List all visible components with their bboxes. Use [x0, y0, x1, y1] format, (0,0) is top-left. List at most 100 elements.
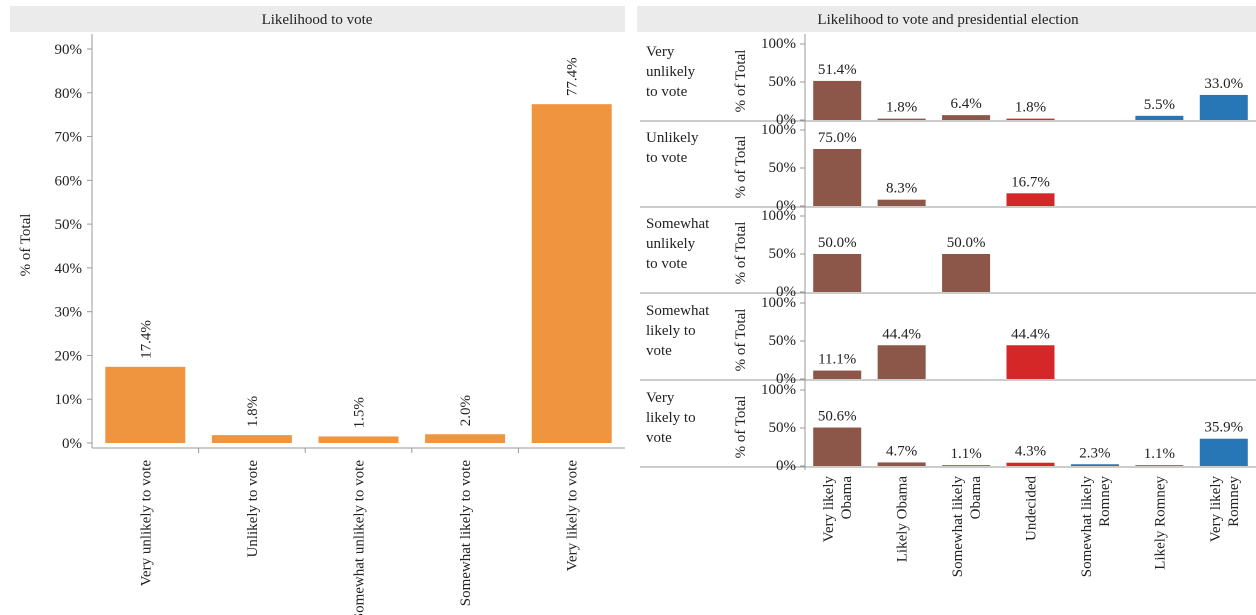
right-x-labels: Very likely Obama Likely Obama Somewhat lik… — [821, 476, 1242, 578]
right-bar-data-label: 8.3% — [886, 181, 917, 197]
right-row-header-line: to vote — [646, 256, 688, 272]
left-bar — [318, 436, 399, 443]
right-x-tick-label-line: Obama — [968, 476, 984, 520]
right-x-tick-label: Likely Romney — [1152, 476, 1168, 570]
right-y-tick-label: 100% — [761, 36, 796, 52]
right-row-header-line: likely to — [646, 323, 696, 339]
left-x-tick-label: Unlikely to vote — [245, 460, 261, 558]
left-bar-data-label: 77.4% — [565, 57, 581, 96]
left-title-bar — [10, 6, 625, 32]
right-y-tick-label: 100% — [761, 295, 796, 311]
right-bar — [1006, 345, 1055, 379]
left-x-tick-label: Somewhat unlikely to vote — [352, 460, 368, 615]
left-y-tick-label: 0% — [62, 436, 82, 452]
right-row-header-line: vote — [646, 343, 672, 359]
right-panel-row: Somewhat unlikely to vote % of Total 0% 50% 10… — [640, 208, 1256, 300]
right-bar-data-label: 1.8% — [886, 100, 917, 116]
right-bar — [1199, 438, 1248, 466]
right-y-axis-label: % of Total — [733, 309, 749, 372]
right-bar — [1006, 193, 1055, 206]
right-y-tick-label: 0% — [776, 112, 796, 128]
right-y-tick-label: 50% — [769, 420, 797, 436]
left-y-tick-label: 60% — [55, 173, 83, 189]
right-bar — [1070, 464, 1119, 466]
right-x-tick-label-line: Somewhat likely — [950, 476, 966, 578]
right-bar-data-label: 4.7% — [886, 443, 917, 459]
right-bar-data-label: 1.8% — [1015, 100, 1046, 116]
left-chart: Likelihood to vote % of Total 0% 10% 20% 30… — [10, 6, 625, 615]
right-y-tick-label: 50% — [769, 333, 797, 349]
right-bar-data-label: 51.4% — [818, 62, 857, 78]
right-bar — [942, 465, 991, 466]
right-title-bar — [637, 6, 1256, 32]
right-bar — [877, 118, 926, 120]
right-bar-data-label: 11.1% — [818, 352, 856, 368]
right-bar-data-label: 44.4% — [882, 326, 921, 342]
right-x-tick-label: Very likely Romney — [1208, 476, 1242, 543]
right-x-tick-label: Undecided — [1024, 476, 1040, 541]
right-row-header-line: to vote — [646, 84, 688, 100]
left-bars: 17.4% Very unlikely to vote 1.8% Unlikely t… — [105, 57, 612, 615]
left-x-tick-label: Very likely to vote — [565, 460, 581, 572]
right-x-tick-label-line: Obama — [839, 476, 855, 520]
right-bar-data-label: 16.7% — [1011, 174, 1050, 190]
right-bar — [1135, 465, 1184, 466]
left-y-tick-label: 40% — [55, 261, 83, 277]
right-row-header: Unlikely to vote — [646, 130, 699, 166]
right-bar — [813, 149, 862, 206]
right-x-tick-label: Very likely Obama — [821, 476, 855, 543]
left-y-tick-label: 10% — [55, 392, 83, 408]
right-row-header-line: unlikely — [646, 64, 696, 80]
left-y-tick-label: 20% — [55, 348, 83, 364]
right-bar-data-label: 50.6% — [818, 409, 857, 425]
left-bar-data-label: 1.8% — [245, 396, 261, 427]
left-x-tick-label: Somewhat likely to vote — [458, 460, 474, 607]
right-x-tick-label: Likely Obama — [895, 476, 911, 563]
left-x-tick-label: Very unlikely to vote — [138, 460, 154, 587]
right-y-axis-label: % of Total — [733, 136, 749, 199]
right-bar-data-label: 4.3% — [1015, 444, 1046, 460]
right-panels: Very unlikely to vote % of Total 0% 50% 100% 51… — [640, 36, 1256, 474]
left-y-tick-label: 30% — [55, 305, 83, 321]
right-y-tick-label: 50% — [769, 246, 797, 262]
left-y-ticks: 0% 10% 20% 30% 40% 50% 60% 70% 80% 90% — [55, 42, 92, 452]
right-y-axis-label: % of Total — [733, 50, 749, 113]
right-bar-data-label: 33.0% — [1204, 76, 1243, 92]
left-bar-data-label: 2.0% — [458, 395, 474, 426]
right-bar-data-label: 6.4% — [950, 96, 981, 112]
right-y-tick-label: 0% — [776, 458, 796, 474]
right-x-tick-label-line: Romney — [1097, 476, 1113, 527]
right-bar — [1135, 115, 1184, 120]
right-y-tick-label: 0% — [776, 371, 796, 387]
right-y-tick-label: 0% — [776, 284, 796, 300]
right-x-tick-label: Somewhat likely Obama — [950, 476, 984, 578]
right-bar — [813, 427, 862, 466]
right-y-tick-label: 100% — [761, 382, 796, 398]
right-x-tick-label-line: Very likely — [1208, 476, 1224, 543]
left-bar — [425, 434, 506, 443]
left-bar — [531, 104, 612, 443]
right-y-tick-label: 100% — [761, 122, 796, 138]
right-row-header: Very likely to vote — [646, 390, 696, 446]
right-y-tick-label: 0% — [776, 198, 796, 214]
right-row-header-line: Somewhat — [646, 303, 710, 319]
right-panel-row: Somewhat likely to vote % of Total 0% 50% 100%… — [640, 295, 1256, 387]
left-y-tick-label: 70% — [55, 130, 83, 146]
right-y-tick-label: 50% — [769, 74, 797, 90]
right-bar — [1006, 118, 1055, 120]
right-bar — [813, 80, 862, 120]
right-bar — [1199, 94, 1248, 120]
right-x-tick-label-line: Likely Obama — [895, 476, 911, 563]
right-bar-data-label: 35.9% — [1204, 420, 1243, 436]
right-y-tick-label: 50% — [769, 160, 797, 176]
right-row-header: Very unlikely to vote — [646, 44, 696, 100]
right-bar — [877, 462, 926, 466]
right-row-header-line: unlikely — [646, 236, 696, 252]
right-bar — [877, 345, 926, 379]
right-row-header-line: Somewhat — [646, 216, 710, 232]
right-row-header: Somewhat unlikely to vote — [646, 216, 710, 272]
right-bar — [1006, 462, 1055, 466]
right-row-header-line: vote — [646, 430, 672, 446]
right-x-tick-label-line: Likely Romney — [1152, 476, 1168, 570]
